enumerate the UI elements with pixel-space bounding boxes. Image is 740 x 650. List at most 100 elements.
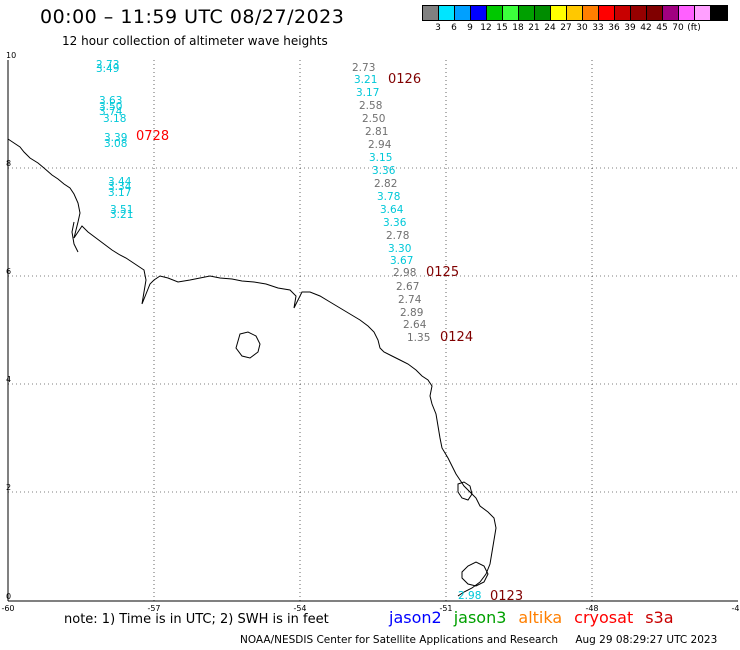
wave-height-label: 3.64 <box>380 204 404 216</box>
legend-swatch <box>711 6 727 20</box>
wave-height-label: 2.73 <box>96 59 119 71</box>
legend-swatch <box>535 6 551 20</box>
x-tick-label: -54 <box>293 604 306 613</box>
river-mouth <box>71 221 79 253</box>
wave-height-label: 3.50 <box>99 101 122 113</box>
wave-height-label: 3.44 <box>108 176 132 188</box>
satellite-s3a: s3a <box>645 608 674 627</box>
legend-swatch <box>471 6 487 20</box>
wave-height-label: 2.94 <box>368 139 392 151</box>
satellite-jason3: jason3 <box>453 608 507 627</box>
wave-height-label: 3.78 <box>377 191 400 203</box>
legend-label: 9 <box>467 23 473 33</box>
wave-height-label: 2.78 <box>386 230 409 242</box>
generated-timestamp: Aug 29 08:29:27 UTC 2023 <box>575 634 718 646</box>
wave-height-label: 2.73 <box>352 62 375 74</box>
legend-label: 12 <box>480 23 492 33</box>
agency-credit: NOAA/NESDIS Center for Satellite Applica… <box>240 634 558 646</box>
wave-height-label: 3.15 <box>369 152 392 164</box>
legend-swatch <box>647 6 663 20</box>
legend-label: 18 <box>512 23 524 33</box>
legend-label: 39 <box>624 23 636 33</box>
wave-height-label: 2.50 <box>362 113 385 125</box>
grid-lines <box>8 60 738 601</box>
wave-height-labels: 2.733.493.633.503.743.183.393.083.443.34… <box>96 59 481 602</box>
legend-swatch <box>567 6 583 20</box>
wave-height-label: 2.89 <box>400 307 423 319</box>
y-tick-label: 4 <box>6 375 11 384</box>
legend-swatch <box>583 6 599 20</box>
legend-label: 45 <box>656 23 668 33</box>
axis-tick-labels: -60 -57 -54 -51 -48 -45 10 8 6 4 2 0 <box>1 51 740 613</box>
wave-height-label: 3.51 <box>110 204 133 216</box>
footnote: note: 1) Time is in UTC; 2) SWH is in fe… <box>64 612 329 627</box>
pass-time-label: 0125 <box>426 265 459 280</box>
legend-swatch <box>455 6 471 20</box>
wave-height-label: 3.34 <box>108 181 132 193</box>
legend-label: 36 <box>608 23 620 33</box>
wave-height-label: 3.21 <box>110 209 133 221</box>
wave-height-label: 3.17 <box>108 187 131 199</box>
legend-swatch <box>519 6 535 20</box>
legend-swatch <box>551 6 567 20</box>
legend-label: 21 <box>528 23 540 33</box>
y-tick-label: 8 <box>6 159 11 168</box>
pass-time-label: 0126 <box>388 72 421 87</box>
wave-height-label: 2.98 <box>458 590 481 602</box>
legend-swatch <box>599 6 615 20</box>
wave-height-label: 3.67 <box>390 255 413 267</box>
legend-swatch <box>615 6 631 20</box>
wave-height-label: 2.98 <box>393 267 416 279</box>
y-tick-label: 10 <box>6 51 16 60</box>
wave-height-label: 3.63 <box>99 95 122 107</box>
x-tick-label: -45 <box>731 604 740 613</box>
wave-height-label: 2.67 <box>396 281 419 293</box>
island-small <box>457 481 473 501</box>
satellite-key: jason2 jason3 altika cryosat s3a <box>389 608 674 627</box>
y-tick-label: 2 <box>6 483 11 492</box>
satellite-altika: altika <box>518 608 563 627</box>
legend-label: 30 <box>576 23 588 33</box>
satellite-jason2: jason2 <box>389 608 442 627</box>
legend-swatch <box>423 6 439 20</box>
wave-height-label: 3.21 <box>354 74 377 86</box>
legend-label: 70 <box>672 23 684 33</box>
legend-label: 42 <box>640 23 652 33</box>
legend-color-bar <box>422 5 728 21</box>
legend-swatch <box>503 6 519 20</box>
wave-height-label: 2.82 <box>374 178 397 190</box>
x-tick-label: -48 <box>585 604 598 613</box>
wave-height-label: 2.58 <box>359 100 382 112</box>
map-title: 00:00 – 11:59 UTC 08/27/2023 <box>40 6 345 28</box>
legend-label: 33 <box>592 23 604 33</box>
legend-swatch <box>631 6 647 20</box>
coastline <box>7 138 497 597</box>
x-tick-label: -57 <box>147 604 160 613</box>
pass-time-labels: 0126 0728 0125 0124 0123 <box>136 72 523 604</box>
legend-swatch <box>695 6 711 20</box>
x-tick-label: -60 <box>1 604 14 613</box>
pass-time-label: 0124 <box>440 330 473 345</box>
legend-swatch <box>439 6 455 20</box>
wave-height-label: 3.30 <box>388 243 411 255</box>
wave-height-label: 3.36 <box>383 217 407 229</box>
legend-swatch <box>487 6 503 20</box>
x-tick-label: -51 <box>439 604 452 613</box>
legend-swatch <box>663 6 679 20</box>
pass-time-label: 0123 <box>490 589 523 604</box>
wave-height-label: 3.18 <box>103 113 126 125</box>
wave-height-label: 1.35 <box>407 332 430 344</box>
lake-brokopondo <box>235 331 261 359</box>
y-tick-label: 6 <box>6 267 11 276</box>
wave-height-label: 2.64 <box>403 319 427 331</box>
wave-height-label: 3.08 <box>104 138 127 150</box>
wave-height-label: 3.36 <box>372 165 396 177</box>
pass-time-label: 0728 <box>136 129 169 144</box>
legend-label: 15 <box>496 23 508 33</box>
wave-height-label: 2.74 <box>398 294 422 306</box>
map-subtitle: 12 hour collection of altimeter wave hei… <box>62 34 328 48</box>
island-marajo <box>461 561 489 587</box>
legend-labels: 3 6 9 12 15 18 21 24 27 30 33 36 39 42 45 70 (ft) <box>430 23 728 33</box>
satellite-cryosat: cryosat <box>574 608 634 627</box>
